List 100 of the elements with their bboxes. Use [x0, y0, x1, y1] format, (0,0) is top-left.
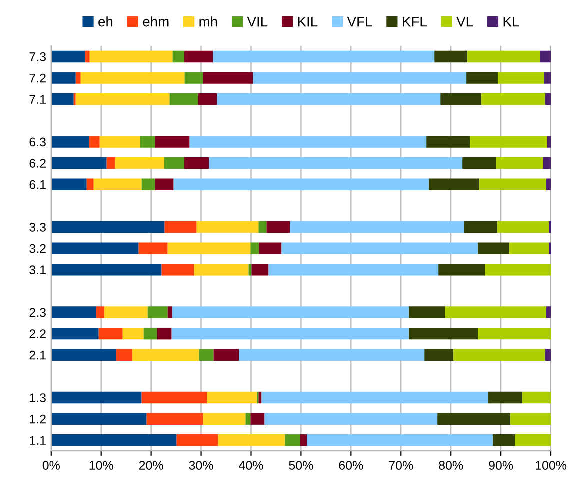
- bar: [51, 72, 76, 84]
- bar: [76, 94, 170, 106]
- bar: [426, 136, 470, 148]
- y-tick-label: 1.1: [30, 436, 46, 445]
- x-tick-label: 90%: [489, 461, 514, 470]
- y-tick-label: 2.3: [30, 308, 46, 318]
- y-tick-label: 6.1: [30, 180, 46, 190]
- bar: [464, 221, 498, 234]
- bar: [440, 94, 482, 106]
- bar: [488, 392, 523, 404]
- bar: [184, 50, 214, 63]
- bar: [522, 392, 552, 404]
- bar: [85, 50, 90, 63]
- bar: [98, 328, 123, 340]
- bar: [454, 349, 546, 361]
- bar: [470, 136, 548, 148]
- bar: [184, 72, 204, 84]
- bar: [438, 264, 486, 276]
- bar: [214, 349, 240, 361]
- bar: [468, 50, 540, 63]
- legend-label: VIL: [247, 17, 268, 27]
- bar: [547, 136, 552, 148]
- x-tick-label: 100%: [536, 461, 567, 470]
- y-tick-label: 1.3: [30, 394, 46, 402]
- x-tick-label: 50%: [289, 461, 314, 470]
- x-tick-label: 20%: [139, 461, 164, 470]
- bar: [157, 328, 172, 340]
- bar: [478, 242, 510, 254]
- legend-label: KFL: [403, 17, 427, 27]
- bar: [155, 136, 190, 148]
- bar: [115, 157, 164, 170]
- bar: [51, 434, 177, 446]
- bar: [176, 434, 218, 446]
- bar: [209, 157, 463, 170]
- bar: [266, 221, 290, 234]
- bar: [424, 349, 454, 361]
- y-tick-label: 7.2: [30, 74, 46, 83]
- y-tick-label: 2.2: [30, 330, 46, 338]
- bar: [86, 178, 94, 190]
- bar: [198, 94, 218, 106]
- bar: [217, 94, 441, 106]
- bar: [116, 349, 132, 361]
- y-tick-label: 7.1: [30, 95, 46, 104]
- y-tick-label: 6.3: [30, 138, 46, 147]
- bar: [258, 392, 262, 404]
- bar: [142, 392, 208, 404]
- bar: [80, 72, 185, 84]
- bar: [146, 413, 204, 425]
- bar: [300, 434, 308, 446]
- bar: [148, 306, 168, 318]
- bar: [307, 434, 494, 446]
- bar: [96, 306, 104, 318]
- bar: [138, 242, 168, 254]
- bar: [253, 72, 467, 84]
- y-tick-label: 3.3: [30, 223, 46, 232]
- bar: [290, 221, 464, 234]
- bar: [203, 413, 246, 425]
- bar: [51, 50, 86, 63]
- y-tick-label: 2.1: [30, 350, 46, 360]
- bar: [51, 413, 147, 425]
- bar: [90, 50, 173, 63]
- bar: [172, 328, 410, 340]
- bar: [493, 434, 516, 446]
- bar: [140, 136, 156, 148]
- bar: [122, 328, 144, 340]
- x-tick-label: 0%: [42, 461, 60, 470]
- bar: [546, 94, 552, 106]
- bar: [445, 306, 547, 318]
- bar: [199, 349, 214, 361]
- bar: [498, 72, 545, 84]
- bar: [172, 306, 410, 318]
- bar: [480, 178, 547, 190]
- y-tick-label: 7.3: [30, 52, 46, 62]
- bar: [51, 328, 99, 340]
- bar: [164, 221, 197, 234]
- bar: [259, 242, 282, 254]
- bar: [485, 264, 552, 276]
- bar: [132, 349, 200, 361]
- bar: [100, 136, 140, 148]
- bar: [543, 157, 552, 170]
- y-tick-label: 3.2: [30, 244, 46, 254]
- bar: [51, 221, 165, 234]
- legend-label: eh: [98, 16, 113, 27]
- bar: [218, 434, 286, 446]
- bar: [164, 157, 184, 170]
- bar: [496, 157, 544, 170]
- bar: [515, 434, 552, 446]
- bar: [510, 242, 550, 254]
- bar: [170, 94, 198, 106]
- bar: [482, 94, 546, 106]
- bar: [409, 306, 446, 318]
- bar: [544, 72, 552, 84]
- bar: [51, 242, 139, 254]
- bar: [438, 413, 511, 425]
- bar: [196, 221, 259, 234]
- bar: [168, 242, 251, 254]
- bar: [248, 264, 252, 276]
- bar: [466, 72, 498, 84]
- x-tick-label: 30%: [189, 461, 214, 470]
- legend-label: ehm: [143, 16, 169, 27]
